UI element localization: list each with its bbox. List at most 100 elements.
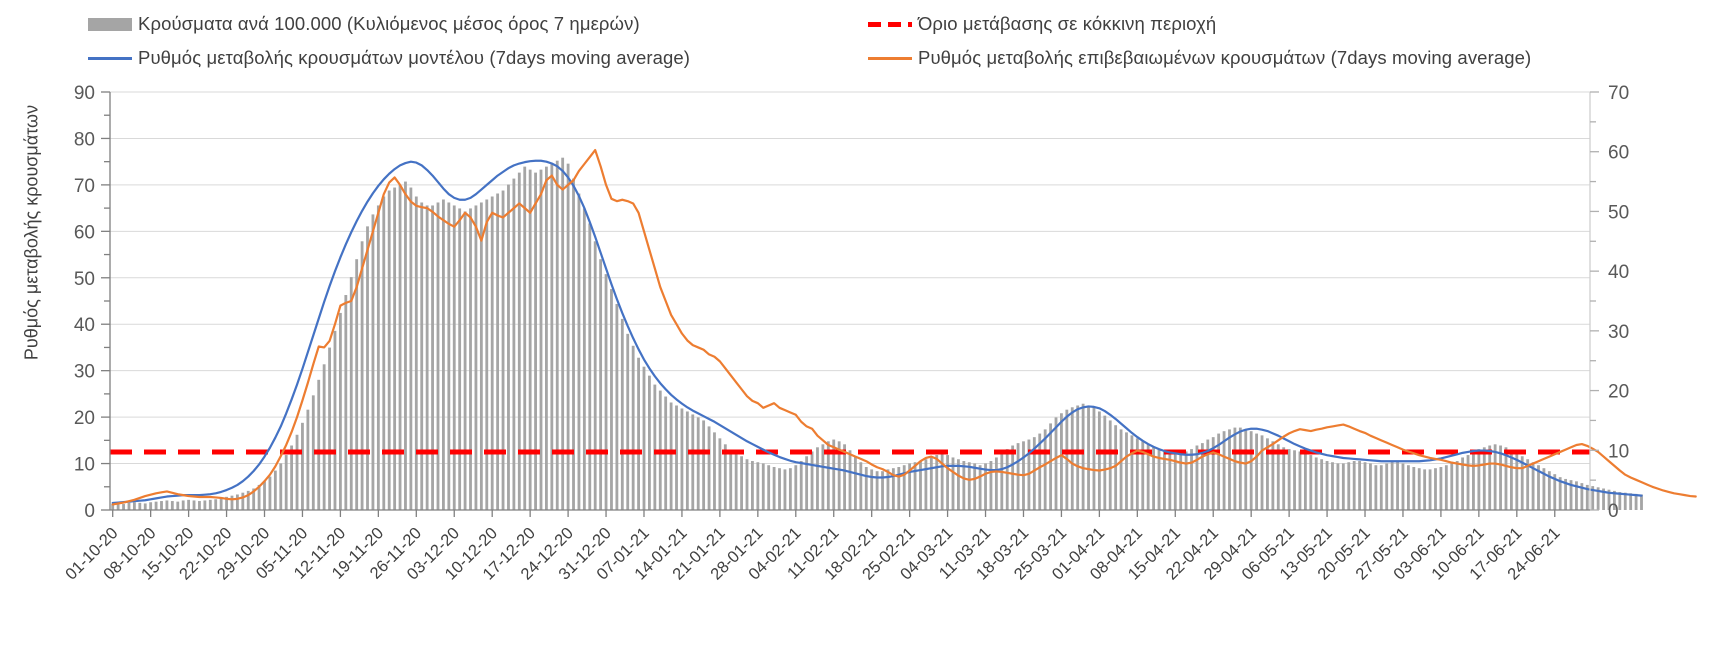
bar xyxy=(523,166,527,510)
bar xyxy=(875,471,879,510)
legend-item-model-rate[interactable]: Ρυθμός μεταβολής κρουσμάτων μοντέλου (7d… xyxy=(88,47,690,69)
bar xyxy=(404,181,407,510)
legend-item-confirmed-rate[interactable]: Ρυθμός μεταβολής επιβεβαιωμένων κρουσμάτ… xyxy=(868,47,1531,69)
bar xyxy=(1000,453,1004,510)
bar xyxy=(1515,453,1519,510)
bar xyxy=(1325,461,1329,510)
bar xyxy=(143,503,147,510)
bar xyxy=(273,470,277,510)
bar xyxy=(235,494,239,510)
bar xyxy=(208,499,212,510)
bar xyxy=(463,211,467,510)
y-axis-left-tick-label: 10 xyxy=(74,455,95,476)
y-axis-right-ticks: 0 10 20 30 40 50 60 70 xyxy=(1590,83,1629,522)
bar xyxy=(1477,449,1481,510)
bar xyxy=(707,426,711,510)
y-axis-right-tick-label: 20 xyxy=(1608,382,1629,403)
bar xyxy=(170,501,174,510)
bar xyxy=(1238,427,1242,510)
bar xyxy=(333,330,337,510)
y-axis-right-tick-label: 10 xyxy=(1608,441,1629,462)
bar xyxy=(1114,425,1118,510)
bar xyxy=(891,468,895,510)
bar xyxy=(723,444,727,510)
bar xyxy=(572,178,575,510)
bar xyxy=(593,241,597,511)
bar xyxy=(263,481,266,510)
bar xyxy=(1146,444,1150,510)
bar xyxy=(810,451,814,510)
bar xyxy=(729,450,733,510)
line-series-ed7d31 xyxy=(111,148,1697,506)
bar xyxy=(582,208,586,510)
bar xyxy=(967,462,971,510)
bar xyxy=(1331,462,1334,510)
bar xyxy=(1531,462,1535,510)
bar-swatch-icon xyxy=(88,17,132,31)
bar xyxy=(902,465,906,510)
bar xyxy=(788,468,792,510)
bar xyxy=(1341,463,1345,510)
bar xyxy=(1043,429,1047,510)
bar xyxy=(620,318,624,510)
bar xyxy=(349,277,353,510)
bar xyxy=(241,492,245,510)
bar xyxy=(295,434,299,510)
bar xyxy=(1607,489,1611,510)
bar xyxy=(1314,457,1318,510)
legend-item-threshold[interactable]: Όριο μετάβασης σε κόκκινη περιοχή xyxy=(868,13,1216,35)
bar xyxy=(1336,463,1340,510)
bar xyxy=(366,226,369,511)
bar xyxy=(1369,463,1372,510)
y-axis-left-tick-label: 30 xyxy=(74,362,95,383)
bar xyxy=(1363,462,1367,510)
bar xyxy=(1580,483,1584,510)
bar xyxy=(669,402,673,510)
chart-legend: Κρούσματα ανά 100.000 (Κυλιόμενος μέσος … xyxy=(0,0,1712,82)
bar xyxy=(425,205,429,510)
bar xyxy=(610,289,613,510)
bar xyxy=(1553,474,1557,510)
bar xyxy=(1537,465,1540,510)
bar xyxy=(328,347,331,510)
bar xyxy=(458,208,462,510)
legend-label-threshold: Όριο μετάβασης σε κόκκινη περιοχή xyxy=(918,13,1217,34)
bar xyxy=(414,196,418,510)
bar xyxy=(864,467,868,510)
bar xyxy=(555,160,559,511)
bar xyxy=(176,501,180,510)
bar xyxy=(442,199,445,511)
y-axis-left-tick-label: 70 xyxy=(74,176,95,197)
bar xyxy=(772,467,776,510)
bar xyxy=(1087,405,1090,510)
legend-item-cases-per-100k[interactable]: Κρούσματα ανά 100.000 (Κυλιόμενος μέσος … xyxy=(88,13,640,35)
y-axis-left-tick-label: 40 xyxy=(74,315,95,336)
bar xyxy=(230,495,234,510)
bar xyxy=(675,405,678,510)
bar xyxy=(1266,438,1269,510)
bar xyxy=(1547,471,1551,510)
bar xyxy=(1526,459,1530,510)
bar xyxy=(924,459,928,510)
bar xyxy=(257,484,261,510)
bar xyxy=(680,408,684,510)
bar xyxy=(1097,411,1101,510)
bar xyxy=(1406,465,1410,510)
bar xyxy=(751,461,754,510)
bar xyxy=(1303,453,1307,510)
bar xyxy=(1255,433,1258,510)
bar xyxy=(431,205,434,510)
bar xyxy=(1092,407,1096,510)
bar xyxy=(1417,468,1421,510)
bar xyxy=(1233,427,1237,510)
bar xyxy=(317,379,321,510)
bar xyxy=(1049,423,1052,510)
bar xyxy=(311,395,315,510)
bar xyxy=(1168,451,1172,510)
bar xyxy=(978,465,982,510)
bar xyxy=(1564,478,1568,510)
solid-line-blue-icon xyxy=(88,56,132,60)
y-axis-left-ticks: 0 10 20 30 40 50 60 70 80 90 xyxy=(74,83,110,522)
bar xyxy=(805,456,809,510)
bar xyxy=(826,441,830,510)
